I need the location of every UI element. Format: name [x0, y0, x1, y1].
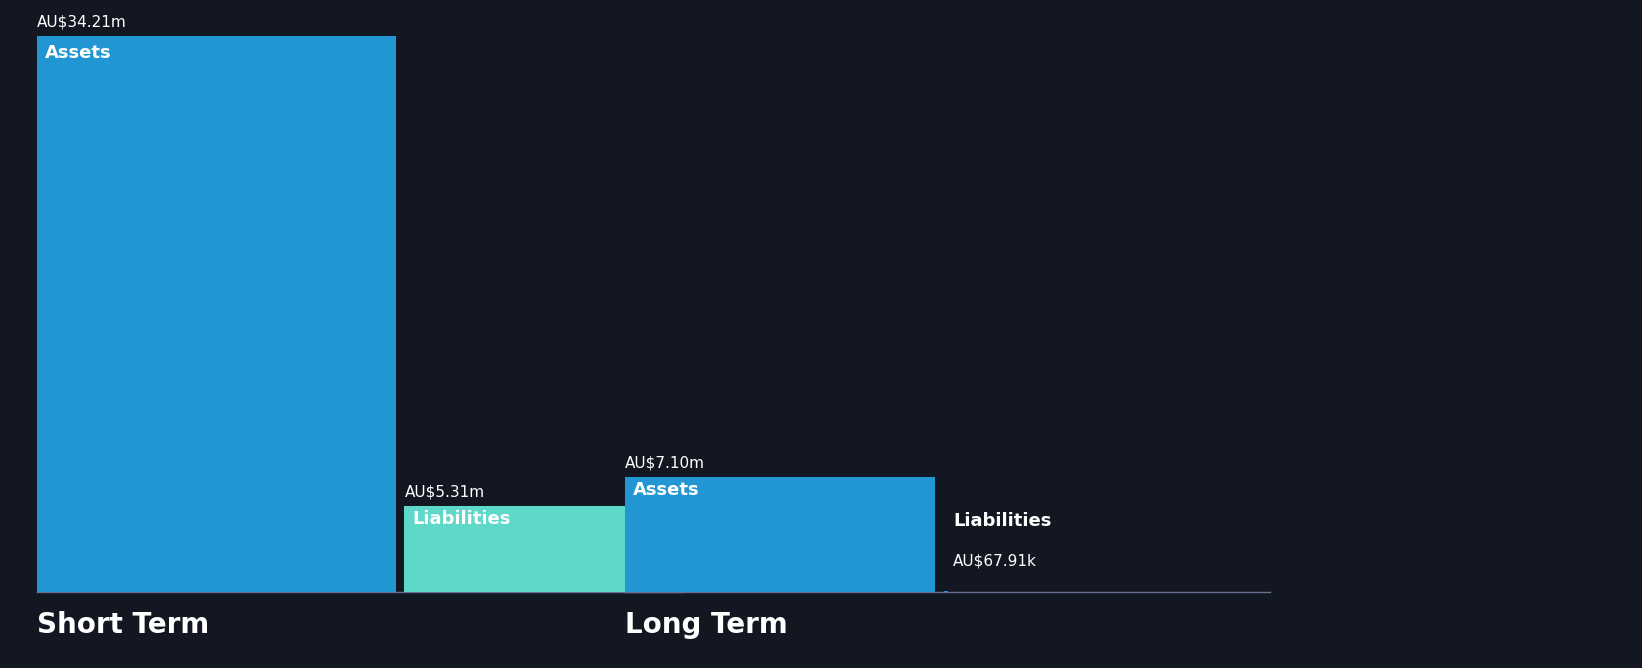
Text: Liabilities: Liabilities	[954, 512, 1053, 530]
Text: Assets: Assets	[634, 481, 699, 499]
Text: Liabilities: Liabilities	[412, 510, 511, 528]
Bar	[944, 591, 949, 593]
Bar	[36, 36, 396, 593]
Bar	[626, 477, 936, 593]
Text: Short Term: Short Term	[36, 611, 209, 639]
Bar	[404, 506, 681, 593]
Text: AU$5.31m: AU$5.31m	[404, 484, 484, 500]
Text: AU$7.10m: AU$7.10m	[626, 456, 704, 470]
Text: AU$34.21m: AU$34.21m	[36, 15, 126, 29]
Text: AU$67.91k: AU$67.91k	[954, 554, 1038, 568]
Text: Long Term: Long Term	[626, 611, 788, 639]
Text: Assets: Assets	[44, 44, 112, 62]
